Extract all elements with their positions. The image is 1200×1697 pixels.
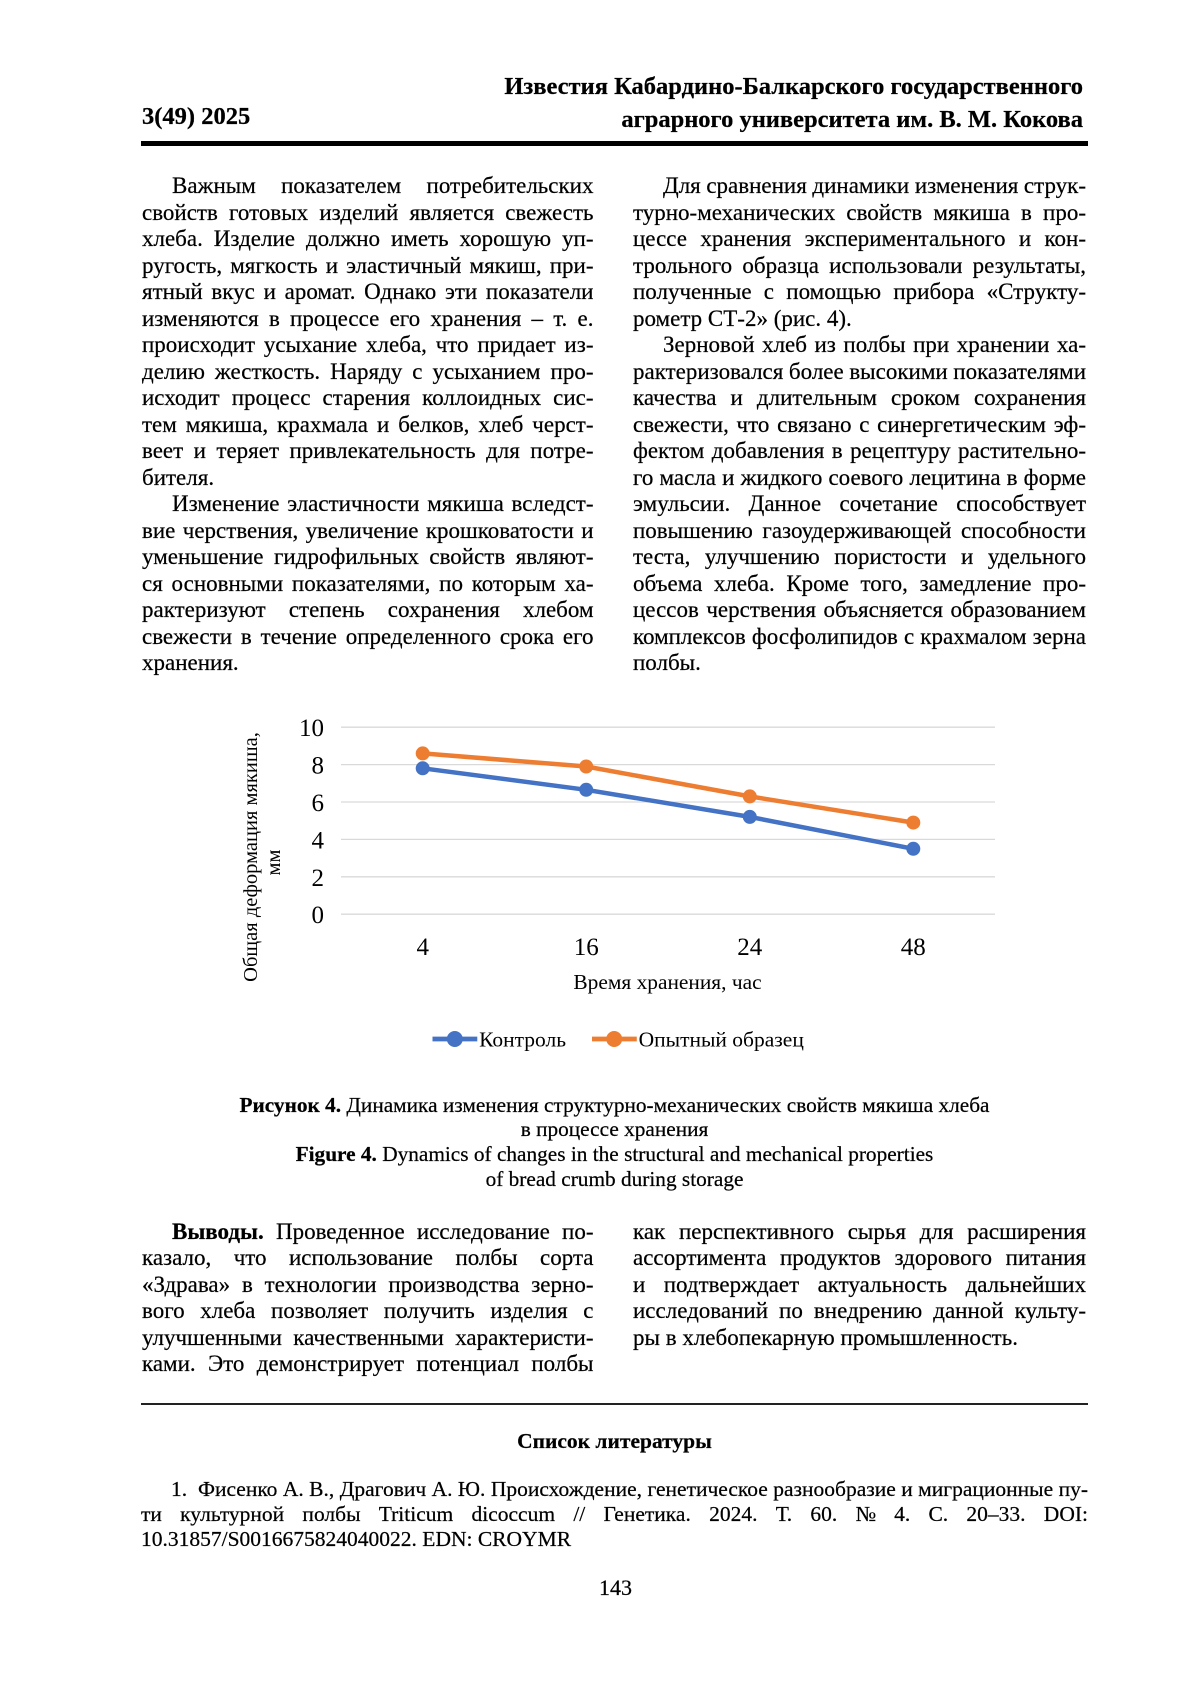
svg-text:48: 48 <box>901 934 926 961</box>
svg-text:16: 16 <box>574 934 599 961</box>
svg-text:6: 6 <box>312 790 325 817</box>
svg-text:Контроль: Контроль <box>479 1027 566 1051</box>
svg-text:Опытный образец: Опытный образец <box>639 1027 805 1051</box>
svg-text:Общая деформация мякиша,: Общая деформация мякиша, <box>240 732 262 982</box>
svg-text:2: 2 <box>312 865 325 892</box>
svg-text:24: 24 <box>737 934 763 961</box>
svg-text:4: 4 <box>416 934 429 961</box>
svg-text:Время хранения, час: Время хранения, час <box>573 970 761 994</box>
svg-text:10: 10 <box>299 715 324 742</box>
svg-text:4: 4 <box>312 827 325 854</box>
svg-text:8: 8 <box>312 753 325 780</box>
svg-text:0: 0 <box>312 902 325 929</box>
svg-text:мм: мм <box>263 850 285 876</box>
